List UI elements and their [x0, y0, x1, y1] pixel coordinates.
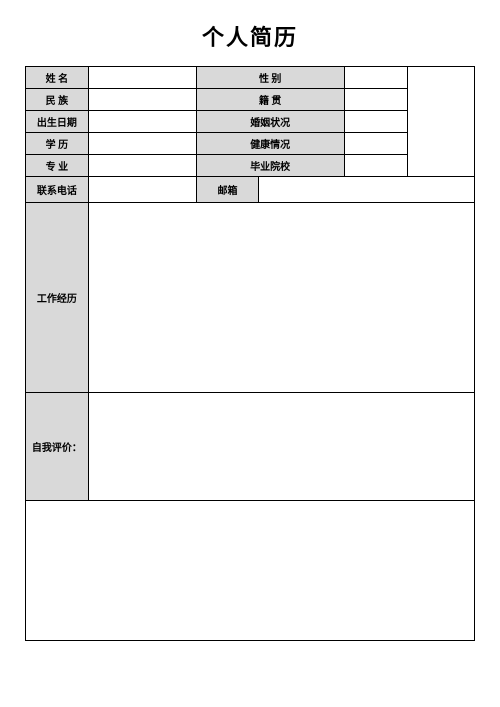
label-school: 毕业院校 — [196, 155, 344, 177]
label-name: 姓 名 — [26, 67, 89, 89]
label-major: 专 业 — [26, 155, 89, 177]
value-self-eval — [88, 393, 474, 501]
blank-section — [26, 501, 475, 641]
label-self-eval: 自我评价： — [26, 393, 89, 501]
label-birth-date: 出生日期 — [26, 111, 89, 133]
value-education — [88, 133, 196, 155]
value-school — [344, 155, 407, 177]
value-work-exp — [88, 203, 474, 393]
label-ethnicity: 民 族 — [26, 89, 89, 111]
value-native-place — [344, 89, 407, 111]
value-birth-date — [88, 111, 196, 133]
resume-table: 姓 名 性 别 民 族 籍 贯 出生日期 婚姻状况 学 历 健康情况 专 业 毕… — [25, 66, 475, 641]
value-name — [88, 67, 196, 89]
value-marital-status — [344, 111, 407, 133]
label-email: 邮箱 — [196, 177, 259, 203]
label-phone: 联系电话 — [26, 177, 89, 203]
label-native-place: 籍 贯 — [196, 89, 344, 111]
label-gender: 性 别 — [196, 67, 344, 89]
label-work-exp: 工作经历 — [26, 203, 89, 393]
value-major — [88, 155, 196, 177]
value-ethnicity — [88, 89, 196, 111]
value-health — [344, 133, 407, 155]
value-gender — [344, 67, 407, 89]
photo-cell — [407, 67, 474, 177]
value-email — [259, 177, 475, 203]
label-health: 健康情况 — [196, 133, 344, 155]
label-education: 学 历 — [26, 133, 89, 155]
label-marital-status: 婚姻状况 — [196, 111, 344, 133]
value-phone — [88, 177, 196, 203]
page-title: 个人简历 — [25, 20, 475, 52]
